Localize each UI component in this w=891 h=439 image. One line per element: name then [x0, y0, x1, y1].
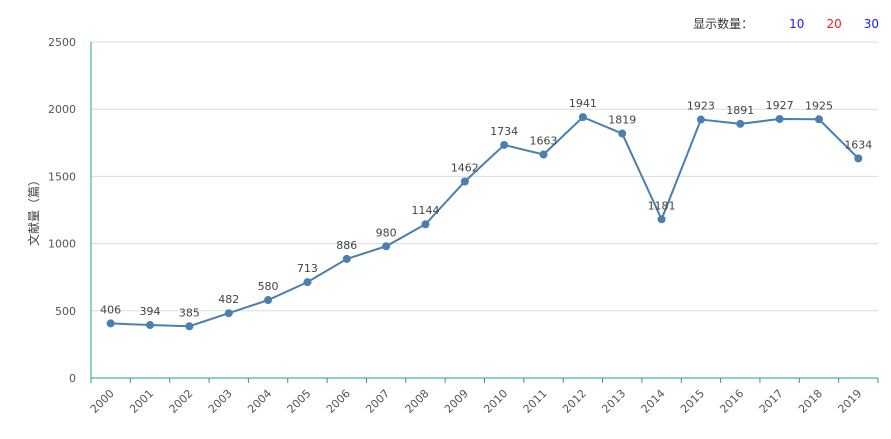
data-point	[657, 215, 666, 224]
data-point	[106, 319, 115, 328]
data-label: 394	[140, 305, 161, 318]
x-tick-label: 2003	[206, 387, 235, 416]
data-label: 1891	[726, 104, 754, 117]
x-tick-label: 2005	[285, 387, 314, 416]
series-line	[110, 115, 860, 328]
x-tick-label: 2019	[835, 387, 864, 416]
y-axis-title: 文献量（篇）	[26, 174, 41, 246]
y-tick-label: 1000	[48, 238, 76, 251]
data-point	[539, 150, 548, 159]
data-label: 713	[297, 262, 318, 275]
data-point	[578, 113, 587, 122]
display-count-label: 显示数量：	[693, 17, 754, 31]
data-point	[342, 254, 351, 263]
data-label: 980	[376, 226, 397, 239]
data-point	[618, 129, 627, 138]
data-point	[460, 177, 469, 186]
x-tick-label: 2007	[363, 387, 392, 416]
x-tick-label: 2016	[717, 387, 746, 416]
x-tick-label: 2009	[442, 387, 471, 416]
data-label: 1144	[411, 204, 439, 217]
data-label: 1663	[530, 134, 558, 147]
x-tick-label: 2017	[757, 387, 786, 416]
x-tick-label: 2000	[88, 387, 117, 416]
y-tick-label: 0	[69, 372, 76, 385]
data-point	[814, 115, 823, 124]
data-label: 1634	[844, 138, 872, 151]
y-tick-label: 1500	[48, 170, 76, 183]
x-tick-label: 2018	[796, 387, 825, 416]
data-label: 1927	[766, 99, 794, 112]
data-point	[696, 115, 705, 124]
x-tick-label: 2008	[403, 387, 432, 416]
x-tick-label: 2015	[678, 387, 707, 416]
data-label: 385	[179, 306, 200, 319]
x-tick-label: 2006	[324, 387, 353, 416]
y-tick-label: 2500	[48, 36, 76, 49]
data-label: 1819	[608, 114, 636, 127]
data-point	[421, 220, 430, 229]
display-count-10[interactable]: 10	[789, 16, 805, 31]
data-point	[500, 140, 509, 149]
data-point	[303, 278, 312, 287]
x-tick-label: 2013	[599, 387, 628, 416]
data-label: 1181	[648, 199, 676, 212]
data-point	[146, 321, 155, 330]
data-point	[382, 242, 391, 251]
data-label: 1925	[805, 99, 833, 112]
data-label: 1941	[569, 97, 597, 110]
data-label: 886	[336, 239, 357, 252]
data-label: 1734	[490, 125, 518, 138]
x-tick-label: 2010	[481, 387, 510, 416]
x-tick-label: 2011	[521, 387, 550, 416]
x-tick-label: 2014	[639, 387, 668, 416]
y-tick-label: 2000	[48, 103, 76, 116]
display-count-control: 显示数量： 10 20 30	[693, 15, 879, 32]
data-point	[224, 309, 233, 318]
data-label: 1462	[451, 162, 479, 175]
data-point	[736, 119, 745, 128]
data-point	[854, 154, 863, 163]
data-label: 482	[218, 293, 239, 306]
x-tick-label: 2002	[167, 387, 196, 416]
data-point	[775, 115, 784, 124]
x-tick-label: 2012	[560, 387, 589, 416]
x-tick-label: 2004	[245, 387, 274, 416]
data-point	[185, 322, 194, 331]
display-count-20[interactable]: 20	[826, 16, 842, 31]
x-tick-label: 2001	[127, 387, 156, 416]
data-label: 1923	[687, 100, 715, 113]
y-tick-label: 500	[55, 305, 76, 318]
data-label: 580	[258, 280, 279, 293]
data-label: 406	[100, 303, 121, 316]
data-point	[264, 296, 273, 305]
display-count-30[interactable]: 30	[863, 16, 879, 31]
